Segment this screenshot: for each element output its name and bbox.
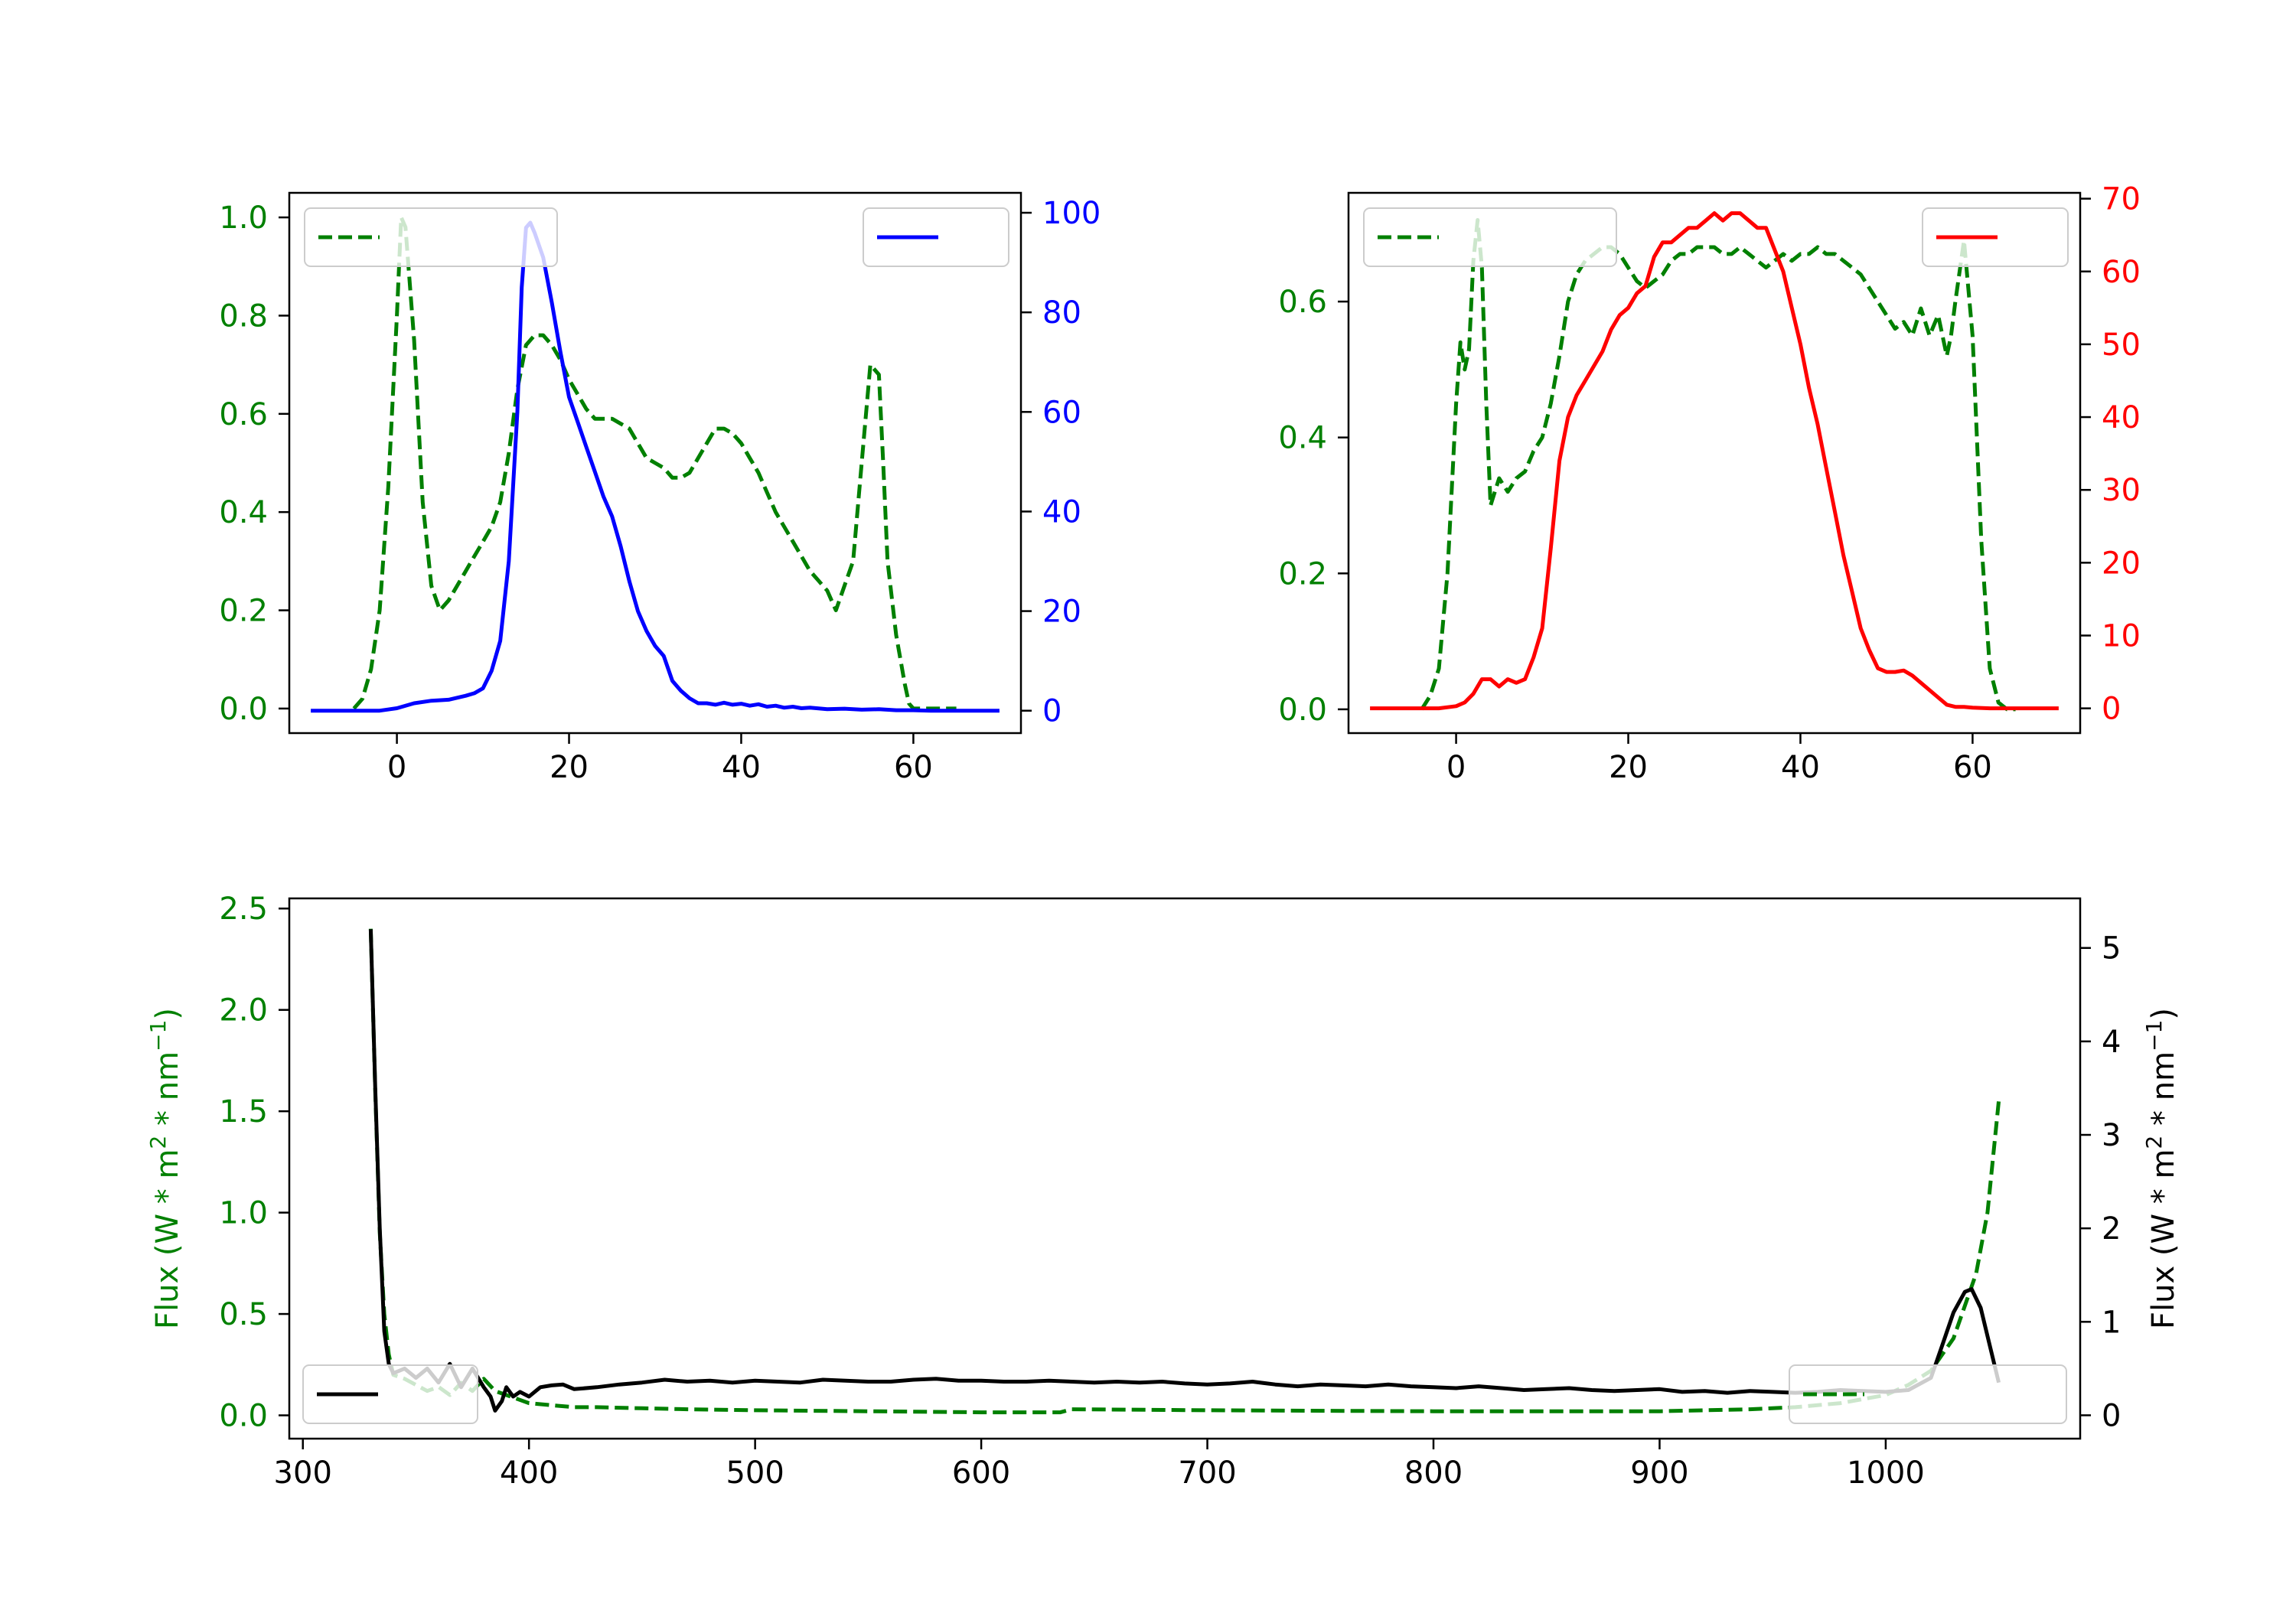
y-right-tick-label: 40 (2102, 400, 2141, 435)
y-right-tick-label: 10 (2102, 619, 2141, 654)
x-tick-label: 60 (894, 750, 933, 785)
y-left-tick-label: 0.4 (1278, 421, 1327, 456)
y-axis-label-part: −1 (145, 1020, 171, 1051)
series-line-rp (1370, 211, 2059, 711)
legend-flux (302, 1364, 478, 1424)
rp-chart: 0 20 40 60 0.0 0.2 0.4 0.6 0 10 20 30 40 50 60 70 (1278, 182, 2141, 785)
x-tick-label: 700 (1178, 1455, 1236, 1491)
legend-box (1363, 207, 1617, 267)
y-left-tick-label: 0.8 (219, 298, 268, 334)
plot-frame (1347, 191, 2082, 735)
y-right-tick-label: 50 (2102, 328, 2141, 363)
legend-box (1789, 1364, 2067, 1424)
y-left-tick-label: 0.2 (1278, 556, 1327, 592)
calibrated-chart: 300 400 500 600 700 800 900 1000 0.0 0.5 1.0 1.5 2.0… (145, 892, 2181, 1491)
y-left-tick-label: 1.5 (219, 1094, 268, 1129)
y-right-tick-label: 20 (2102, 546, 2141, 581)
series-line-bp-error (352, 215, 957, 711)
y-axis-label-part: ) (150, 1008, 185, 1020)
y-left-tick-label: 0.4 (219, 495, 268, 530)
x-tick-label: 0 (1446, 750, 1466, 785)
y-right-tick-label: 0 (2102, 692, 2121, 727)
x-tick-label: 60 (1953, 750, 1992, 785)
y-right-tick-label: 3 (2102, 1118, 2121, 1153)
series-line-bp (311, 220, 1000, 713)
y-left-tick-label: 0.6 (1278, 285, 1327, 320)
x-tick-label: 400 (500, 1455, 558, 1491)
y-left-axis-label: Flux (W * m2 * nm−1) (145, 1008, 185, 1329)
x-tick-label: 900 (1630, 1455, 1688, 1491)
legend-flux-error (1789, 1364, 2067, 1424)
plot-frame (288, 191, 1022, 735)
y-left-tick-label: 0.0 (219, 1399, 268, 1434)
x-tick-label: 40 (722, 750, 761, 785)
y-right-tick-label: 4 (2102, 1025, 2121, 1060)
plot-frame (288, 897, 2082, 1440)
y-right-tick-label: 40 (1042, 494, 1081, 530)
x-tick-label: 1000 (1847, 1455, 1925, 1491)
series-line-flux (368, 929, 2001, 1413)
x-tick-label: 20 (550, 750, 589, 785)
y-left-tick-label: 2.0 (219, 993, 268, 1028)
legend-box (304, 207, 558, 267)
y-left-tick-label: 0.0 (219, 692, 268, 727)
y-right-tick-label: 100 (1042, 196, 1101, 231)
series-line-rp-error (1420, 218, 2016, 712)
y-right-tick-label: 2 (2102, 1211, 2121, 1247)
y-left-tick-label: 0.5 (219, 1297, 268, 1332)
y-left-tick-label: 0.6 (219, 397, 268, 432)
y-right-tick-label: 60 (2102, 255, 2141, 290)
x-tick-label: 20 (1609, 750, 1648, 785)
legend-flux (1922, 207, 2069, 267)
y-axis-label-part: ) (2146, 1008, 2181, 1020)
y-axis-label-part: 2 (2141, 1136, 2167, 1149)
y-axis-label-part: 2 (145, 1136, 171, 1149)
y-left-tick-label: 1.0 (219, 1196, 268, 1231)
x-tick-label: 40 (1781, 750, 1820, 785)
legend-box (302, 1364, 478, 1424)
y-right-axis-label: Flux (W * m2 * nm−1) (2141, 1008, 2181, 1329)
y-axis-label-part: * nm (2146, 1051, 2181, 1136)
x-tick-label: 500 (726, 1455, 784, 1491)
bp-chart: 0 20 40 60 0.0 0.2 0.4 0.6 0.8 1.0 0 20 40 60 80 100 (219, 191, 1101, 785)
y-left-tick-label: 1.0 (219, 200, 268, 236)
y-right-tick-label: 5 (2102, 931, 2121, 966)
x-tick-label: 800 (1404, 1455, 1463, 1491)
y-right-tick-label: 20 (1042, 595, 1081, 630)
y-right-tick-label: 1 (2102, 1305, 2121, 1340)
x-tick-label: 300 (274, 1455, 332, 1491)
y-axis-label-part: Flux (W * m (150, 1149, 185, 1329)
y-right-tick-label: 60 (1042, 395, 1081, 430)
y-left-tick-label: 0.0 (1278, 693, 1327, 728)
y-right-tick-label: 30 (2102, 473, 2141, 508)
x-tick-label: 600 (952, 1455, 1010, 1491)
y-right-tick-label: 70 (2102, 182, 2141, 217)
legend-flux (863, 207, 1009, 267)
y-right-tick-label: 0 (1042, 694, 1062, 729)
y-left-tick-label: 2.5 (219, 892, 268, 927)
y-axis-label-part: −1 (2141, 1020, 2167, 1051)
y-right-tick-label: 0 (2102, 1398, 2121, 1433)
legend-error (1363, 207, 1617, 267)
legend-error (304, 207, 558, 267)
y-axis-label-part: * nm (150, 1051, 185, 1136)
x-tick-label: 0 (387, 750, 406, 785)
y-left-tick-label: 0.2 (219, 594, 268, 629)
y-axis-label-part: Flux (W * m (2146, 1149, 2181, 1329)
y-right-tick-label: 80 (1042, 295, 1081, 331)
